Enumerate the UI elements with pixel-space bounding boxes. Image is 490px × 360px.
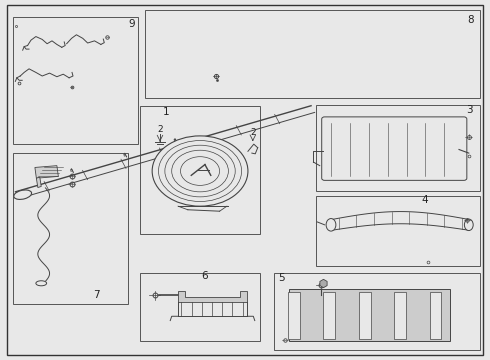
Text: 8: 8 xyxy=(467,15,474,26)
Text: 2: 2 xyxy=(250,128,256,137)
Bar xyxy=(13,153,128,304)
Ellipse shape xyxy=(14,190,31,199)
Bar xyxy=(430,292,441,339)
Circle shape xyxy=(180,157,220,185)
Circle shape xyxy=(165,145,235,197)
Ellipse shape xyxy=(36,281,47,286)
Bar xyxy=(359,292,370,339)
Text: 4: 4 xyxy=(421,195,428,205)
Polygon shape xyxy=(178,291,247,302)
Bar xyxy=(323,292,335,339)
Bar xyxy=(145,10,480,98)
Bar xyxy=(289,289,450,341)
Text: 9: 9 xyxy=(128,19,135,29)
Text: 7: 7 xyxy=(93,291,99,301)
Circle shape xyxy=(152,136,248,206)
Polygon shape xyxy=(36,177,41,188)
Bar xyxy=(288,292,300,339)
Polygon shape xyxy=(35,166,58,178)
Bar xyxy=(316,196,480,266)
Circle shape xyxy=(172,150,228,192)
Bar xyxy=(316,105,480,191)
Bar xyxy=(140,107,260,234)
Circle shape xyxy=(159,140,242,202)
Text: 2: 2 xyxy=(157,125,163,134)
Text: 6: 6 xyxy=(201,271,208,281)
Bar xyxy=(140,273,260,341)
Text: 3: 3 xyxy=(466,105,473,115)
Bar xyxy=(274,273,480,350)
Bar xyxy=(13,17,138,144)
FancyBboxPatch shape xyxy=(322,117,467,180)
Ellipse shape xyxy=(465,219,473,230)
Text: 1: 1 xyxy=(163,107,169,117)
Ellipse shape xyxy=(326,219,336,231)
Text: 5: 5 xyxy=(278,273,285,283)
Bar xyxy=(394,292,406,339)
